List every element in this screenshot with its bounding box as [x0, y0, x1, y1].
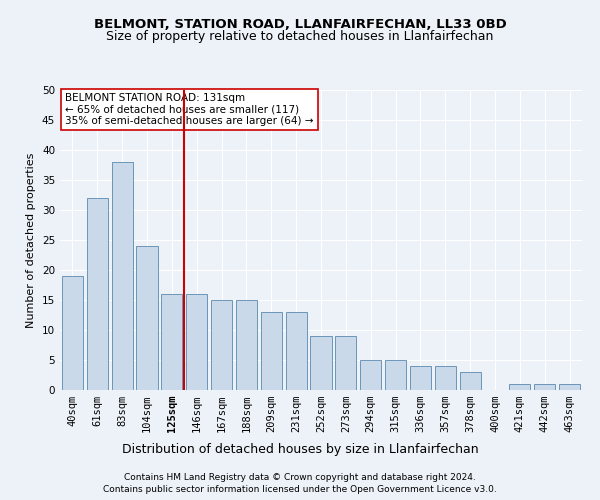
Text: Contains public sector information licensed under the Open Government Licence v3: Contains public sector information licen… — [103, 485, 497, 494]
Bar — [62, 276, 83, 390]
Bar — [261, 312, 282, 390]
Bar — [236, 300, 257, 390]
Bar — [286, 312, 307, 390]
Bar — [211, 300, 232, 390]
Text: Size of property relative to detached houses in Llanfairfechan: Size of property relative to detached ho… — [106, 30, 494, 43]
Bar — [136, 246, 158, 390]
Bar — [161, 294, 182, 390]
Text: BELMONT, STATION ROAD, LLANFAIRFECHAN, LL33 0BD: BELMONT, STATION ROAD, LLANFAIRFECHAN, L… — [94, 18, 506, 30]
Bar — [360, 360, 381, 390]
Bar — [186, 294, 207, 390]
Y-axis label: Number of detached properties: Number of detached properties — [26, 152, 37, 328]
Bar — [534, 384, 555, 390]
Bar — [335, 336, 356, 390]
Bar — [87, 198, 108, 390]
Bar — [460, 372, 481, 390]
Bar — [435, 366, 456, 390]
Text: Contains HM Land Registry data © Crown copyright and database right 2024.: Contains HM Land Registry data © Crown c… — [124, 472, 476, 482]
Bar — [559, 384, 580, 390]
Bar — [509, 384, 530, 390]
Bar — [385, 360, 406, 390]
Bar — [112, 162, 133, 390]
Bar — [310, 336, 332, 390]
Text: Distribution of detached houses by size in Llanfairfechan: Distribution of detached houses by size … — [122, 442, 478, 456]
Bar — [410, 366, 431, 390]
Text: BELMONT STATION ROAD: 131sqm
← 65% of detached houses are smaller (117)
35% of s: BELMONT STATION ROAD: 131sqm ← 65% of de… — [65, 93, 314, 126]
